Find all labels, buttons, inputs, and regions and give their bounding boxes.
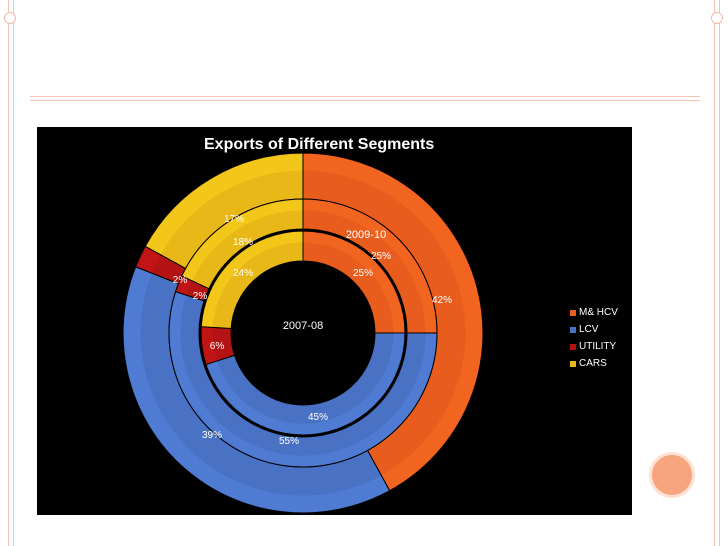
donut-chart: 42% 39% 2% 17% 2009-10 25% 55% 2% 18% 25% 45% 6% 24%… [122,152,484,514]
legend-item: UTILITY [570,338,618,355]
slice-highlight [303,200,436,333]
data-label: 6% [210,341,225,352]
data-label: 2% [173,275,188,286]
slice-highlight [136,247,161,273]
slice-highlight [207,333,404,435]
legend-swatch [570,343,576,350]
legend-swatch [570,326,576,333]
data-label: 24% [233,268,253,279]
decorative-orange-circle [649,452,695,498]
series-name-label: 2007-08 [283,320,323,332]
legend-swatch [570,360,576,367]
legend-swatch [570,309,576,316]
slice-highlight [124,267,389,512]
chart-legend: M& HCV LCV UTILITY CARS [570,304,618,372]
data-label: 17% [224,214,244,225]
slide-right-rule [714,0,715,546]
legend-item: M& HCV [570,304,618,321]
slice-cars-ring-3 [200,230,304,330]
legend-label: UTILITY [579,341,617,352]
slice-lcv-ring-3 [205,332,406,436]
legend-item: CARS [570,355,618,372]
slice-highlight [182,200,303,281]
legend-label: CARS [579,358,607,369]
legend-label: LCV [579,324,599,335]
legend-label: M& HCV [579,307,618,318]
chart-title: Exports of Different Segments [204,136,435,153]
corner-dot-left [4,12,16,24]
data-label: 39% [202,430,222,441]
slice-lcv-ring-2 [168,290,438,468]
data-label: 25% [371,251,391,262]
slide-top-rule-inner [30,100,700,101]
slide-top-rule [30,96,700,97]
slice-highlight [202,327,217,364]
data-label: 18% [233,237,253,248]
slice-highlight [303,232,404,333]
data-label: 45% [308,412,328,423]
slice-highlight [146,154,303,255]
series-name-label: 2009-10 [346,229,386,241]
data-label: 2% [193,291,208,302]
data-label: 55% [279,436,299,447]
slice-highlight [202,232,303,327]
slice-highlight [303,154,482,490]
slide-left-rule [8,0,9,546]
slide-right-rule-inner [719,0,720,546]
corner-dot-right [711,12,723,24]
chart-panel: Exports of Different Segments 42% 39% 2% 17… [37,127,632,515]
legend-item: LCV [570,321,618,338]
slice-highlight [176,276,192,295]
data-label: 42% [432,295,452,306]
slide-left-rule-inner [13,0,14,546]
data-label: 25% [353,268,373,279]
slice-cars-ring-2 [181,198,304,290]
